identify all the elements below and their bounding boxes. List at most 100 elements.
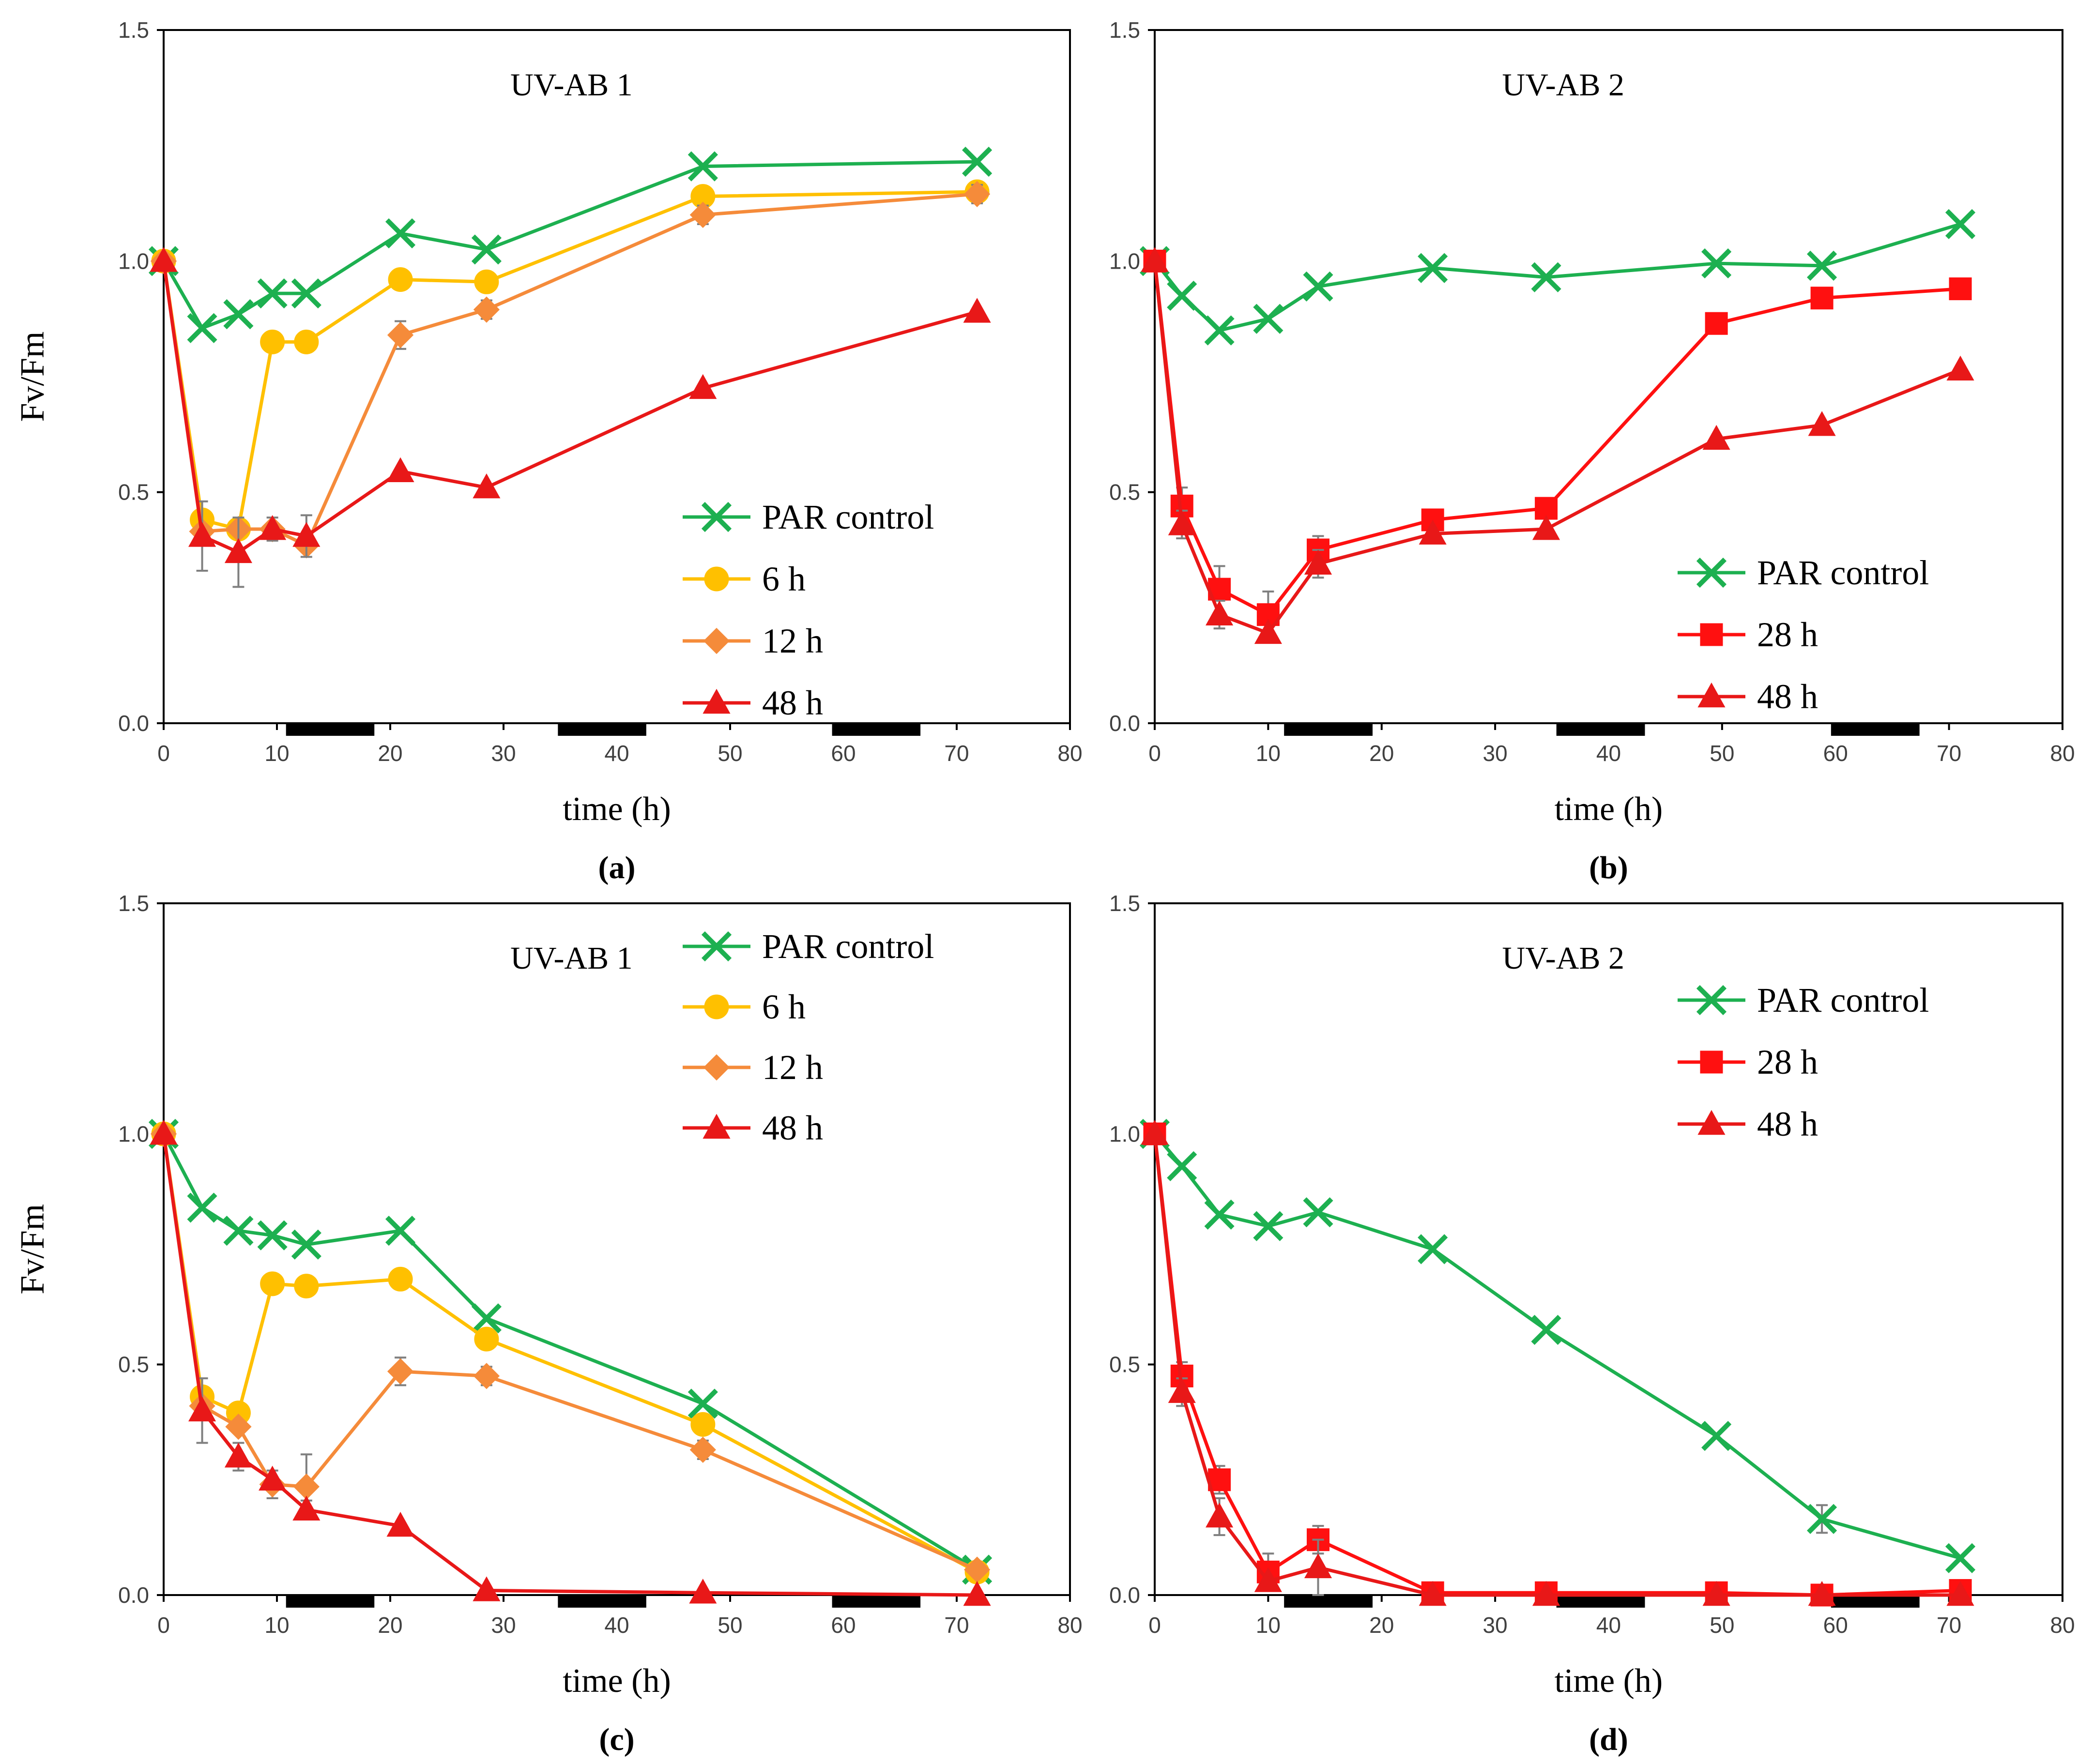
x-axis-title: time (h) bbox=[563, 791, 671, 828]
y-tick-label: 1.0 bbox=[118, 1121, 149, 1146]
data-point bbox=[1810, 287, 1833, 310]
data-point bbox=[188, 1396, 216, 1422]
y-tick-label: 0.5 bbox=[118, 480, 149, 505]
chart-title: UV-AB 2 bbox=[1502, 67, 1624, 103]
dark-period-bar bbox=[832, 1596, 921, 1608]
legend: PAR control 6 h 12 h 48 h bbox=[683, 927, 934, 1147]
data-point bbox=[1532, 1581, 1560, 1606]
legend-label: 28 h bbox=[1757, 1043, 1818, 1081]
x-tick-label: 70 bbox=[1937, 1612, 1961, 1638]
data-point bbox=[1946, 355, 1974, 380]
series-par-control bbox=[148, 147, 993, 343]
x-tick-label: 30 bbox=[1483, 1612, 1508, 1638]
data-point bbox=[1206, 600, 1234, 625]
x-tick-label: 30 bbox=[491, 741, 516, 766]
x-tick-label: 30 bbox=[1483, 741, 1508, 766]
legend-item-6-h: 6 h bbox=[683, 560, 806, 598]
data-point bbox=[1303, 271, 1333, 302]
x-tick-label: 10 bbox=[1256, 741, 1281, 766]
data-point bbox=[1418, 253, 1448, 283]
data-point bbox=[689, 1436, 716, 1463]
data-point bbox=[1418, 1234, 1448, 1264]
data-point bbox=[1167, 280, 1197, 311]
x-tick-label: 60 bbox=[831, 1612, 856, 1638]
data-point bbox=[259, 1465, 287, 1491]
panel-label: (a) bbox=[598, 850, 636, 885]
data-point bbox=[224, 1443, 252, 1468]
data-point bbox=[257, 278, 288, 309]
x-tick-label: 50 bbox=[718, 741, 742, 766]
legend-marker bbox=[703, 1054, 730, 1081]
x-tick-label: 20 bbox=[378, 741, 402, 766]
dark-period-bar bbox=[286, 724, 375, 736]
legend-marker bbox=[1697, 682, 1726, 708]
data-point bbox=[1808, 1581, 1836, 1606]
y-tick-label: 0.5 bbox=[1109, 480, 1140, 505]
x-tick-label: 50 bbox=[718, 1612, 742, 1638]
data-point bbox=[1254, 1567, 1282, 1592]
series-line bbox=[1153, 222, 1961, 333]
data-point bbox=[474, 1326, 499, 1352]
x-tick-label: 80 bbox=[1057, 741, 1082, 766]
data-point bbox=[1701, 248, 1732, 279]
chart-title: UV-AB 1 bbox=[510, 67, 632, 103]
data-point bbox=[1702, 1581, 1730, 1606]
data-point bbox=[963, 298, 991, 323]
legend: PAR control 28 h 48 h bbox=[1678, 981, 1929, 1143]
x-tick-label: 10 bbox=[1256, 1612, 1281, 1638]
y-tick-label: 0.0 bbox=[1109, 711, 1140, 736]
data-point bbox=[1204, 1199, 1235, 1230]
data-point bbox=[385, 218, 416, 249]
data-point bbox=[471, 1303, 502, 1334]
dark-period-bar bbox=[286, 1596, 375, 1608]
legend-label: 48 h bbox=[762, 684, 823, 722]
data-point bbox=[150, 1120, 178, 1145]
legend-marker bbox=[703, 1113, 731, 1139]
data-point bbox=[1303, 1197, 1333, 1228]
data-point bbox=[689, 374, 717, 399]
data-point bbox=[1532, 515, 1560, 540]
x-tick-label: 20 bbox=[1369, 741, 1394, 766]
legend-item-par-control: PAR control bbox=[1678, 981, 1929, 1019]
data-point bbox=[1419, 1581, 1447, 1606]
legend-item-28-h: 28 h bbox=[1678, 615, 1818, 654]
series-48-h bbox=[150, 1120, 991, 1606]
series-48-h bbox=[1141, 1120, 1974, 1606]
legend-label: 6 h bbox=[762, 988, 806, 1026]
data-point bbox=[188, 522, 216, 547]
legend-marker bbox=[1696, 985, 1727, 1016]
x-axis-title: time (h) bbox=[1555, 1662, 1663, 1700]
data-point bbox=[225, 1414, 252, 1440]
y-tick-label: 0.0 bbox=[1109, 1582, 1140, 1608]
chart-panel-c: 0.0 0.5 1.0 1.5 0 10 20 30 40 50 60 70 80 time (h) Fv/… bbox=[14, 891, 1083, 1757]
x-tick-label: 40 bbox=[604, 741, 629, 766]
x-tick-label: 10 bbox=[264, 741, 289, 766]
chart-title: UV-AB 2 bbox=[1502, 941, 1624, 976]
x-tick-label: 0 bbox=[157, 1612, 170, 1638]
y-tick-label: 0.0 bbox=[118, 1582, 149, 1608]
data-point bbox=[473, 1576, 501, 1601]
legend-label: 12 h bbox=[762, 622, 823, 660]
x-tick-label: 0 bbox=[1148, 1612, 1161, 1638]
data-point bbox=[1946, 1581, 1974, 1606]
y-tick-label: 0.5 bbox=[1109, 1352, 1140, 1377]
data-point bbox=[292, 1495, 321, 1521]
legend-marker bbox=[704, 994, 729, 1019]
x-tick-label: 60 bbox=[831, 741, 856, 766]
data-point bbox=[1206, 1502, 1234, 1528]
data-point bbox=[259, 515, 287, 540]
y-tick-label: 0.0 bbox=[118, 711, 149, 736]
data-point bbox=[387, 1358, 414, 1385]
y-axis-title: Fv/Fm bbox=[14, 332, 51, 422]
chart-panel-a: 0.0 0.5 1.0 1.5 0 10 20 30 40 50 60 70 80 time (h) Fv/… bbox=[14, 17, 1083, 885]
x-tick-label: 80 bbox=[1057, 1612, 1082, 1638]
data-point bbox=[1253, 304, 1283, 334]
legend-label: 12 h bbox=[762, 1048, 823, 1087]
dark-period-bar bbox=[1831, 724, 1920, 736]
dark-period-bar bbox=[558, 1596, 646, 1608]
data-point bbox=[260, 1271, 285, 1296]
data-point bbox=[386, 457, 414, 483]
legend: PAR control 28 h 48 h bbox=[1678, 553, 1929, 716]
x-tick-label: 20 bbox=[378, 1612, 402, 1638]
data-point bbox=[689, 201, 716, 228]
